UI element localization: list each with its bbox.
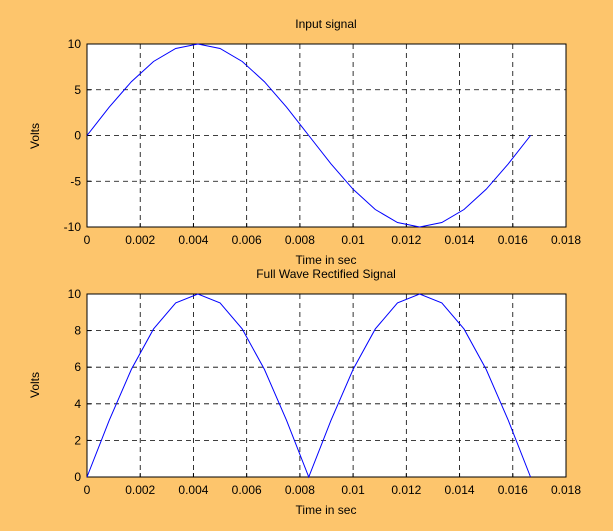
y-tick-label: -5 bbox=[70, 174, 81, 188]
y-tick-label: 2 bbox=[74, 433, 81, 447]
y-tick-label: 8 bbox=[74, 324, 81, 338]
input-signal-plot: 0 0.002 0.004 0.006 0.008 0.01 0.012 0.014 0.016… bbox=[28, 17, 581, 267]
y-tick-label: 5 bbox=[74, 83, 81, 97]
input-y-axis-label: Volts bbox=[28, 123, 42, 149]
rectified-y-axis-label: Volts bbox=[28, 372, 42, 398]
x-tick-label: 0.014 bbox=[445, 233, 475, 247]
input-x-axis-label: Time in sec bbox=[296, 253, 357, 267]
x-tick-label: 0.006 bbox=[232, 483, 262, 497]
x-tick-label: 0.012 bbox=[391, 233, 421, 247]
input-x-ticks: 0 0.002 0.004 0.006 0.008 0.01 0.012 0.014 0.016… bbox=[84, 223, 581, 247]
x-tick-label: 0.008 bbox=[285, 483, 315, 497]
input-chart-title: Input signal bbox=[295, 17, 356, 31]
rectified-chart-title: Full Wave Rectified Signal bbox=[256, 267, 396, 281]
x-tick-label: 0 bbox=[84, 233, 91, 247]
x-tick-label: 0.012 bbox=[391, 483, 421, 497]
rectified-signal-plot: 0 0.002 0.004 0.006 0.008 0.01 0.012 0.014 0.016… bbox=[28, 267, 581, 517]
input-signal-line bbox=[86, 43, 531, 228]
rectified-x-ticks: 0 0.002 0.004 0.006 0.008 0.01 0.012 0.014 0.016… bbox=[84, 473, 581, 497]
rectified-y-ticks: 10 8 6 4 2 0 bbox=[68, 287, 91, 484]
x-tick-label: 0.002 bbox=[125, 233, 155, 247]
x-tick-label: 0.018 bbox=[551, 483, 581, 497]
rectified-x-axis-label: Time in sec bbox=[296, 503, 357, 517]
rectified-grid bbox=[87, 294, 566, 477]
x-tick-label: 0.01 bbox=[341, 233, 365, 247]
x-tick-label: 0.002 bbox=[125, 483, 155, 497]
y-tick-label: -10 bbox=[64, 220, 82, 234]
x-tick-label: 0.014 bbox=[445, 483, 475, 497]
x-tick-label: 0.008 bbox=[285, 233, 315, 247]
y-tick-label: 6 bbox=[74, 360, 81, 374]
x-tick-label: 0.006 bbox=[232, 233, 262, 247]
y-tick-label: 4 bbox=[74, 397, 81, 411]
y-tick-label: 10 bbox=[68, 287, 82, 301]
x-tick-label: 0.018 bbox=[551, 233, 581, 247]
x-tick-label: 0 bbox=[84, 483, 91, 497]
rectified-signal-line bbox=[86, 293, 531, 479]
input-y-ticks: 10 5 0 -5 -10 bbox=[64, 37, 91, 234]
input-grid bbox=[87, 44, 566, 227]
x-tick-label: 0.016 bbox=[498, 233, 528, 247]
x-tick-label: 0.01 bbox=[341, 483, 365, 497]
rectified-plot-area bbox=[86, 293, 567, 478]
x-tick-label: 0.004 bbox=[178, 483, 208, 497]
y-tick-label: 0 bbox=[74, 470, 81, 484]
x-tick-label: 0.016 bbox=[498, 483, 528, 497]
y-tick-label: 10 bbox=[68, 37, 82, 51]
y-tick-label: 0 bbox=[74, 129, 81, 143]
x-tick-label: 0.004 bbox=[178, 233, 208, 247]
